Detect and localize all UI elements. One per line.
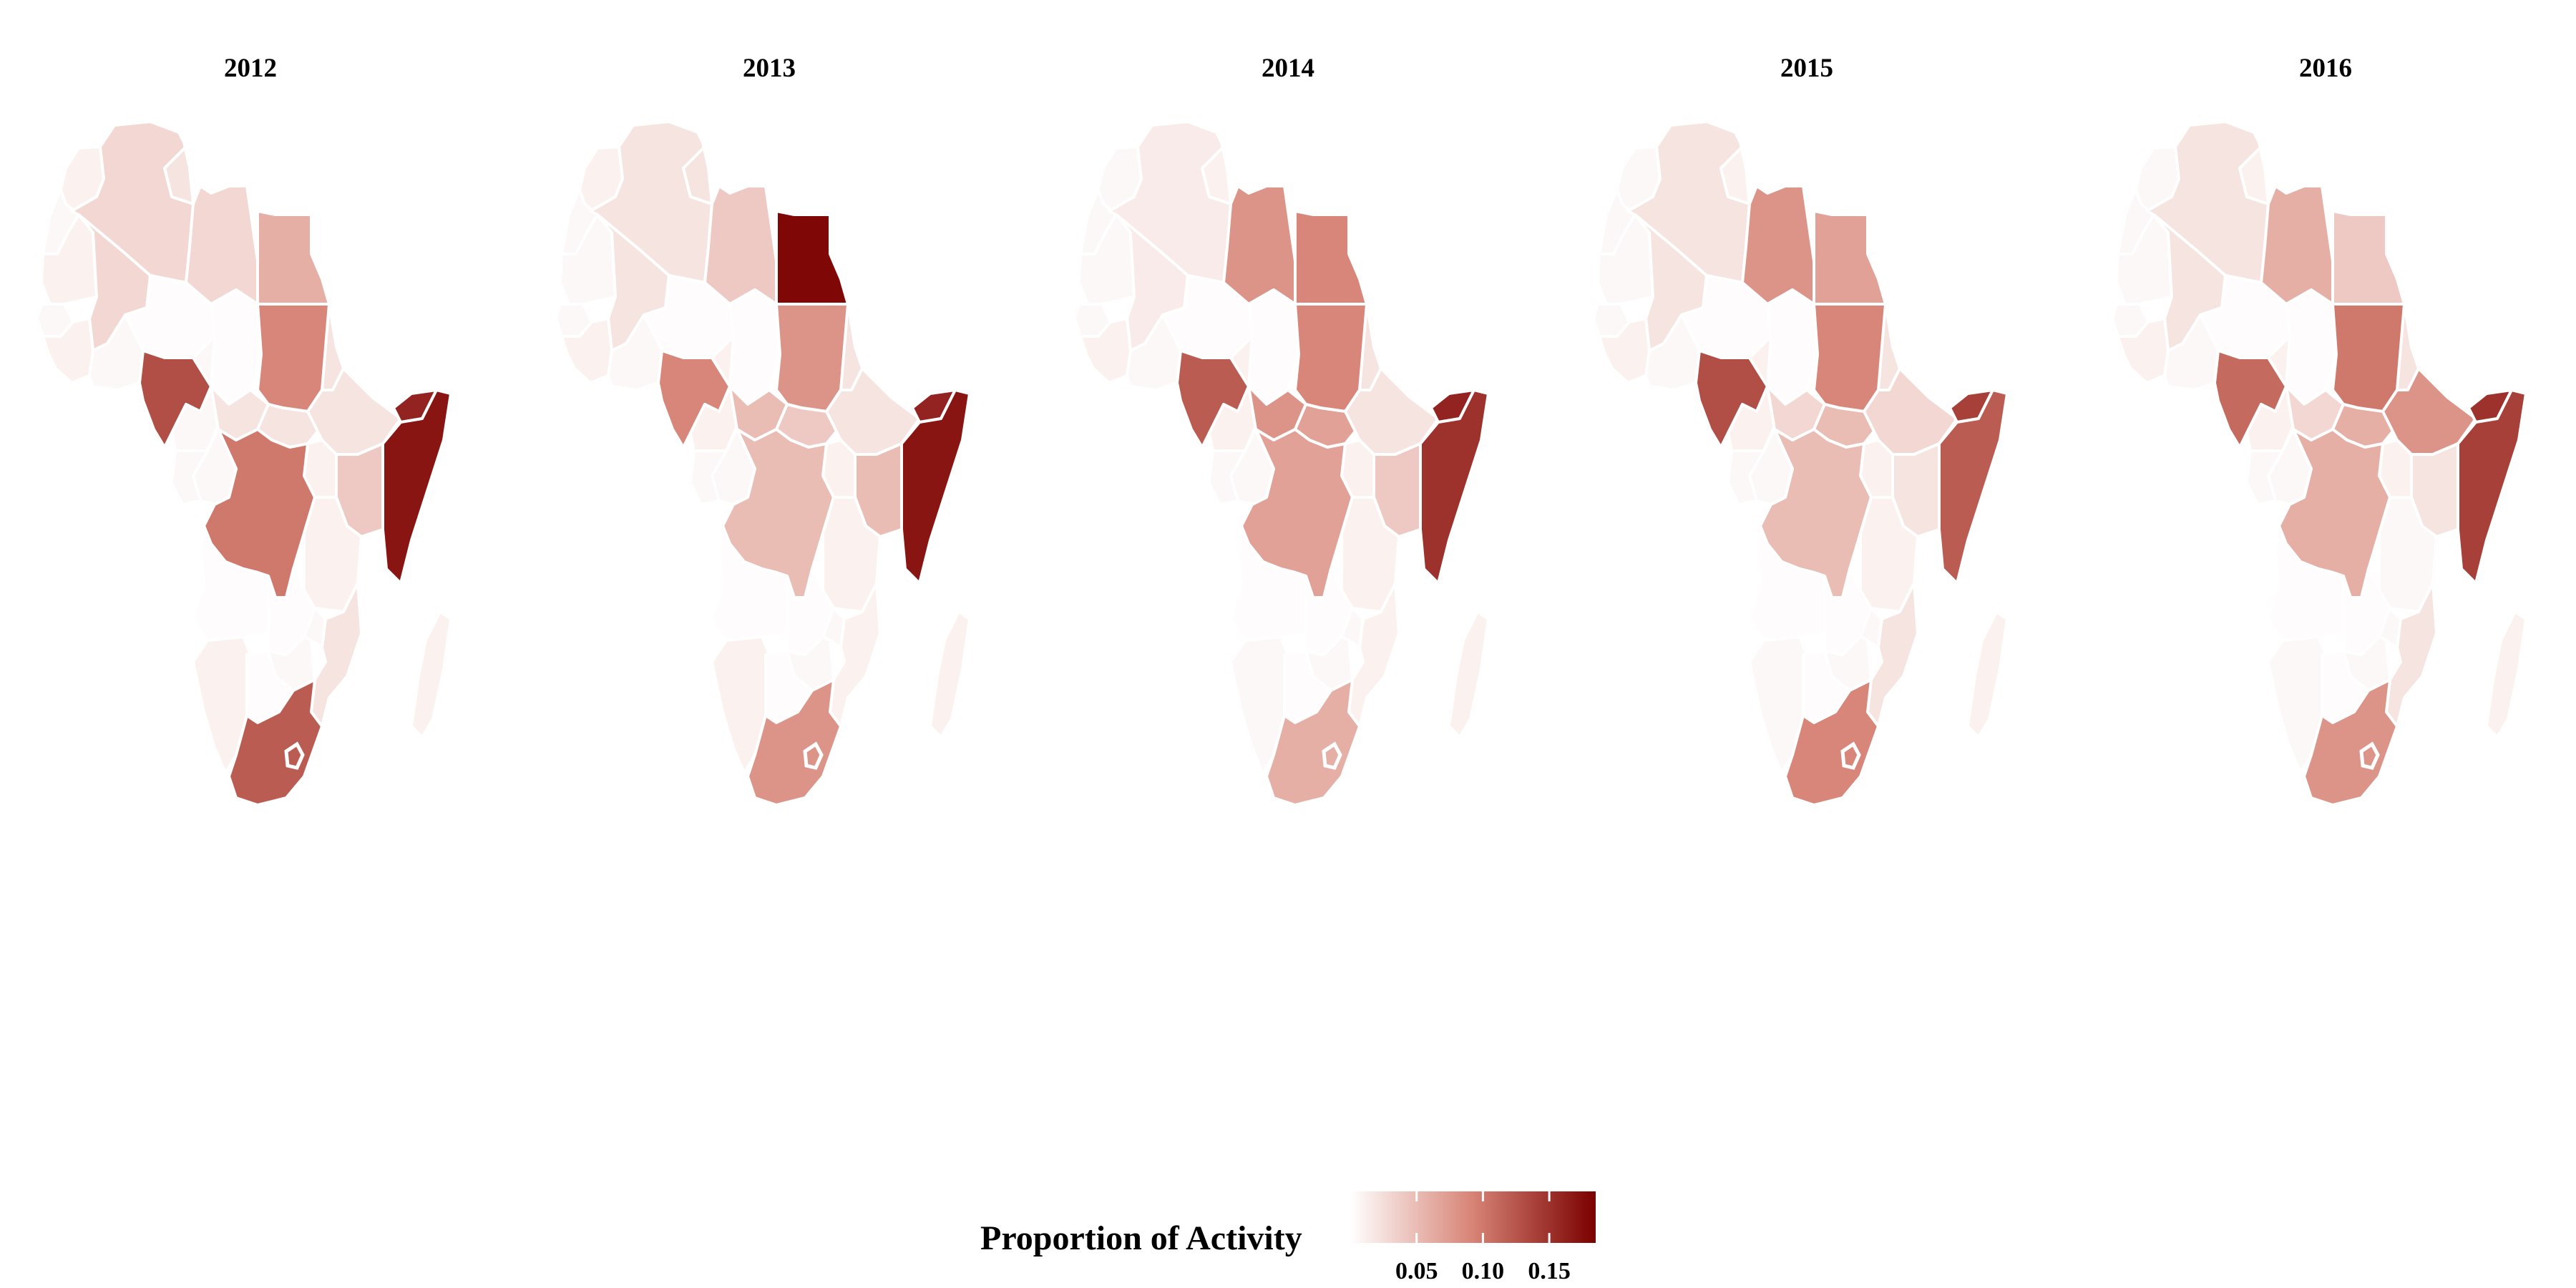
- country-gabon: [689, 449, 728, 506]
- panel-title: 2015: [1780, 54, 1833, 83]
- country-tunisia: [1719, 131, 1751, 205]
- legend-tick-label: 0.10: [1462, 1258, 1505, 1284]
- panel-title: 2013: [743, 54, 796, 83]
- africa-map: [1592, 120, 2009, 806]
- country-malawi: [821, 607, 846, 649]
- country-gabon: [2245, 449, 2284, 506]
- country-south-africa: [2303, 678, 2399, 806]
- country-somalia: [381, 389, 452, 585]
- country-mozambique: [310, 582, 363, 728]
- country-south-africa: [746, 678, 842, 806]
- country-mozambique: [2385, 582, 2438, 728]
- africa-map: [555, 120, 971, 806]
- legend-title: Proportion of Activity: [980, 1219, 1302, 1257]
- legend-tick-label: 0.05: [1395, 1258, 1438, 1284]
- country-gabon: [170, 449, 209, 506]
- country-lesotho: [1322, 741, 1342, 770]
- country-chad: [728, 288, 781, 406]
- africa-map: [36, 120, 452, 806]
- country-tunisia: [682, 131, 713, 205]
- country-malawi: [1859, 607, 1883, 649]
- country-chad: [210, 288, 263, 406]
- country-gabon: [1208, 449, 1246, 506]
- country-malawi: [2378, 607, 2402, 649]
- country-mozambique: [1347, 582, 1400, 728]
- country-somalia: [900, 389, 971, 585]
- country-egypt: [775, 210, 849, 306]
- panel-title: 2016: [2299, 54, 2352, 83]
- country-tunisia: [2238, 131, 2270, 205]
- country-madagascar: [2485, 610, 2527, 738]
- country-madagascar: [1966, 610, 2009, 738]
- country-tunisia: [163, 131, 195, 205]
- country-egypt: [256, 210, 331, 306]
- country-lesotho: [284, 741, 305, 770]
- country-gabon: [1727, 449, 1765, 506]
- map-panel-2014: 2014: [1073, 54, 1490, 806]
- country-libya: [703, 185, 778, 306]
- country-malawi: [1340, 607, 1365, 649]
- legend-tick-label: 0.15: [1528, 1258, 1571, 1284]
- country-south-africa: [1265, 678, 1361, 806]
- africa-map: [1073, 120, 1490, 806]
- country-lesotho: [1840, 741, 1861, 770]
- country-south-africa: [1784, 678, 1880, 806]
- country-libya: [2260, 185, 2334, 306]
- panel-title: 2014: [1262, 54, 1314, 83]
- country-mozambique: [1866, 582, 1919, 728]
- country-madagascar: [1448, 610, 1490, 738]
- country-egypt: [1294, 210, 1368, 306]
- country-mozambique: [829, 582, 882, 728]
- country-libya: [1741, 185, 1815, 306]
- country-south-africa: [228, 678, 323, 806]
- country-egypt: [2331, 210, 2406, 306]
- country-malawi: [303, 607, 327, 649]
- country-chad: [2285, 288, 2338, 406]
- map-panel-2016: 2016: [2111, 54, 2527, 806]
- panel-title: 2012: [224, 54, 277, 83]
- legend-colorbar: [1350, 1191, 1596, 1243]
- map-panel-2012: 2012: [36, 54, 452, 806]
- country-madagascar: [410, 610, 452, 738]
- country-libya: [1222, 185, 1297, 306]
- country-madagascar: [929, 610, 971, 738]
- legend: 0.05 0.10 0.15: [1350, 1191, 1596, 1284]
- map-panel-2015: 2015: [1592, 54, 2009, 806]
- country-lesotho: [803, 741, 824, 770]
- country-chad: [1766, 288, 1819, 406]
- africa-map: [2111, 120, 2527, 806]
- country-somalia: [1938, 389, 2009, 585]
- country-somalia: [1419, 389, 1490, 585]
- country-tunisia: [1201, 131, 1232, 205]
- country-libya: [185, 185, 259, 306]
- country-chad: [1247, 288, 1300, 406]
- map-panel-2013: 2013: [555, 54, 971, 806]
- country-egypt: [1813, 210, 1887, 306]
- country-lesotho: [2359, 741, 2380, 770]
- country-somalia: [2457, 389, 2527, 585]
